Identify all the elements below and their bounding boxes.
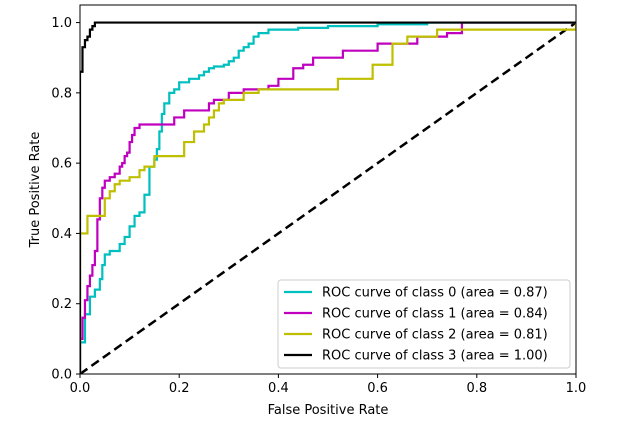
x-axis-label: False Positive Rate (268, 403, 389, 418)
x-tick-label: 0.2 (169, 381, 190, 396)
legend-box (277, 279, 571, 369)
legend-label-class-1: ROC curve of class 1 (area = 0.84) (322, 307, 548, 322)
y-axis-label: True Positive Rate (28, 132, 43, 249)
y-tick-label: 0.2 (51, 297, 72, 312)
x-tick-label: 1.0 (566, 381, 587, 396)
x-tick-label: 0.0 (70, 381, 91, 396)
y-axis-ticks: 0.0 0.2 0.4 0.6 0.8 1.0 (51, 16, 80, 383)
x-axis-ticks: 0.0 0.2 0.4 0.6 0.8 1.0 (70, 374, 587, 396)
x-tick-label: 0.6 (367, 381, 388, 396)
roc-series-line-class-0 (80, 21, 576, 374)
chance-diagonal-line (80, 21, 576, 374)
legend-label-class-2: ROC curve of class 2 (area = 0.81) (322, 328, 548, 343)
y-tick-label: 0.0 (51, 368, 72, 383)
y-tick-label: 0.8 (51, 86, 72, 101)
axes-frame (79, 4, 577, 375)
legend-label-class-0: ROC curve of class 0 (area = 0.87) (322, 286, 548, 301)
y-tick-label: 1.0 (51, 16, 72, 31)
series-layer (80, 21, 576, 374)
roc-series-line-class-1 (80, 21, 576, 374)
y-tick-label: 0.6 (51, 157, 72, 172)
roc-series-line-class-3 (80, 21, 576, 374)
legend: ROC curve of class 0 (area = 0.87) ROC cu… (277, 279, 571, 369)
roc-series-line-class-2 (80, 22, 576, 374)
y-tick-label: 0.4 (51, 227, 72, 242)
x-tick-label: 0.4 (268, 381, 289, 396)
legend-label-class-3: ROC curve of class 3 (area = 1.00) (322, 349, 548, 364)
x-tick-label: 0.8 (466, 381, 487, 396)
